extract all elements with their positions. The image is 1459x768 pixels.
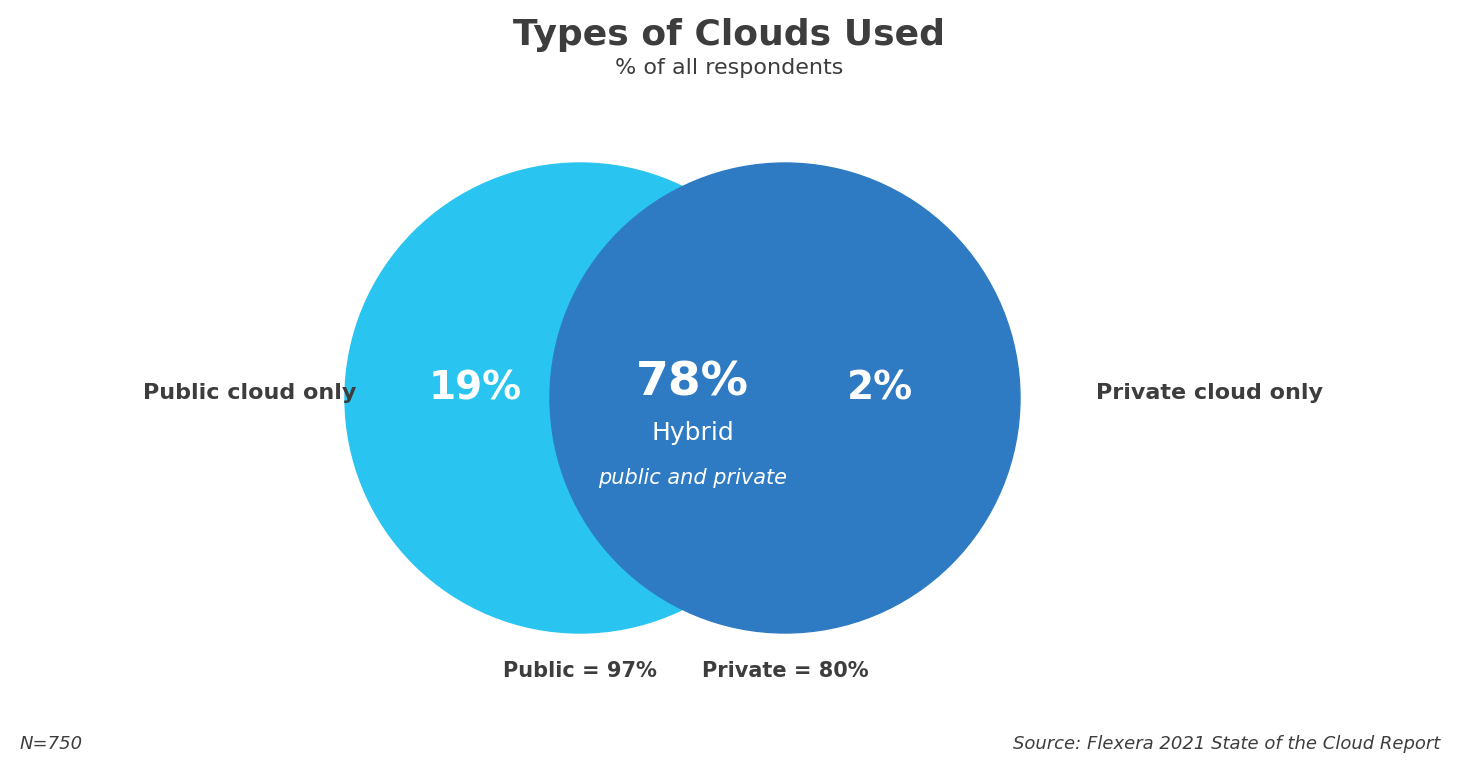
Text: N=750: N=750 bbox=[20, 735, 83, 753]
Text: Hybrid: Hybrid bbox=[651, 421, 734, 445]
Text: % of all respondents: % of all respondents bbox=[616, 58, 843, 78]
Text: Private = 80%: Private = 80% bbox=[702, 661, 868, 681]
Text: Private cloud only: Private cloud only bbox=[1097, 383, 1323, 403]
Text: Public = 97%: Public = 97% bbox=[503, 661, 657, 681]
Text: 19%: 19% bbox=[429, 369, 521, 407]
Circle shape bbox=[344, 163, 816, 633]
Circle shape bbox=[550, 163, 1020, 633]
Text: 78%: 78% bbox=[636, 360, 748, 406]
Text: Source: Flexera 2021 State of the Cloud Report: Source: Flexera 2021 State of the Cloud … bbox=[1013, 735, 1440, 753]
Text: Types of Clouds Used: Types of Clouds Used bbox=[514, 18, 945, 52]
Text: Public cloud only: Public cloud only bbox=[143, 383, 356, 403]
Text: 2%: 2% bbox=[846, 369, 913, 407]
Text: public and private: public and private bbox=[598, 468, 786, 488]
